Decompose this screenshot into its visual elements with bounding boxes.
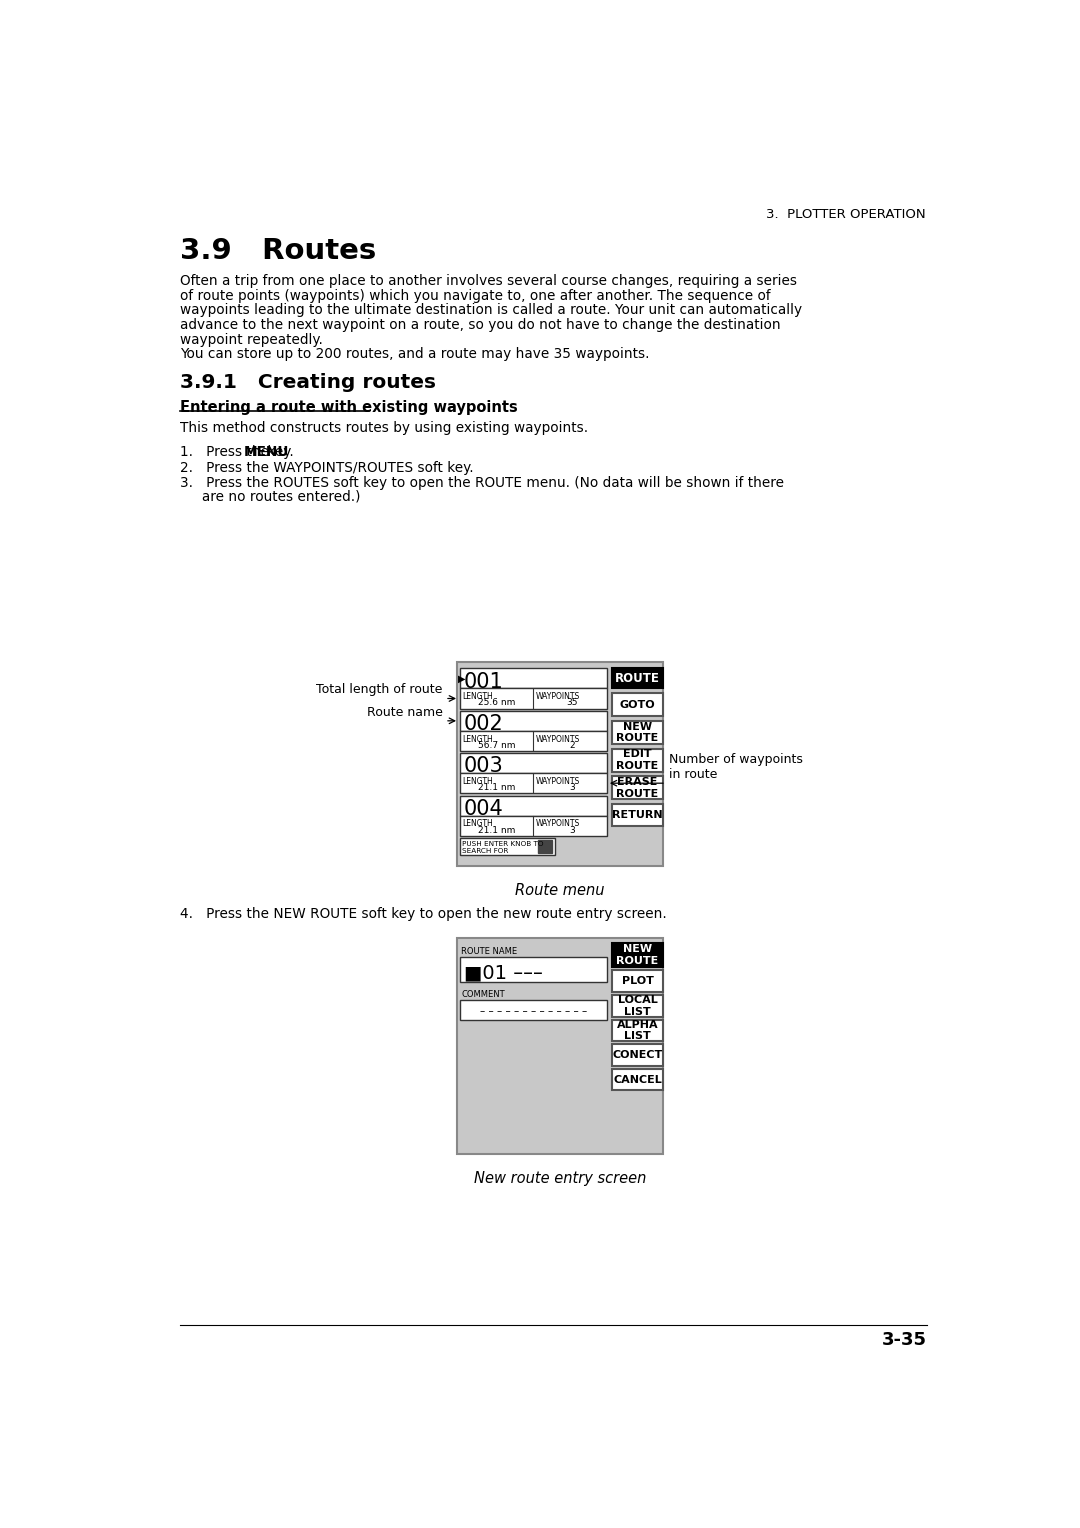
Text: 002: 002 xyxy=(463,714,503,733)
FancyBboxPatch shape xyxy=(612,995,663,1016)
FancyBboxPatch shape xyxy=(612,804,663,825)
Text: NEW
ROUTE: NEW ROUTE xyxy=(617,721,659,743)
Text: PLOT: PLOT xyxy=(622,976,653,986)
Text: EDIT
ROUTE: EDIT ROUTE xyxy=(617,749,659,772)
FancyBboxPatch shape xyxy=(538,840,552,853)
FancyBboxPatch shape xyxy=(460,816,607,836)
FancyBboxPatch shape xyxy=(612,668,663,689)
FancyBboxPatch shape xyxy=(460,689,607,709)
Text: ROUTE NAME: ROUTE NAME xyxy=(461,947,517,957)
Text: 25.6 nm: 25.6 nm xyxy=(477,698,515,707)
Text: 3: 3 xyxy=(569,784,575,792)
Text: advance to the next waypoint on a route, so you do not have to change the destin: advance to the next waypoint on a route,… xyxy=(180,318,781,332)
Text: LENGTH: LENGTH xyxy=(462,692,492,701)
Text: Total length of route: Total length of route xyxy=(316,683,443,697)
Text: ■01 –––: ■01 ––– xyxy=(463,963,542,983)
Text: LENGTH: LENGTH xyxy=(462,735,492,744)
Text: GOTO: GOTO xyxy=(620,700,656,709)
Text: 4.   Press the NEW ROUTE soft key to open the new route entry screen.: 4. Press the NEW ROUTE soft key to open … xyxy=(180,908,666,921)
Text: RETURN: RETURN xyxy=(612,810,663,819)
FancyBboxPatch shape xyxy=(612,1044,663,1067)
Text: key.: key. xyxy=(264,445,294,458)
Text: 003: 003 xyxy=(463,756,503,776)
Text: COMMENT: COMMENT xyxy=(461,990,505,999)
Text: LENGTH: LENGTH xyxy=(462,819,492,828)
Text: ERASE
ROUTE: ERASE ROUTE xyxy=(617,778,659,799)
Text: CONECT: CONECT xyxy=(612,1050,663,1060)
Text: 2: 2 xyxy=(569,741,575,750)
FancyBboxPatch shape xyxy=(612,970,663,992)
FancyBboxPatch shape xyxy=(612,694,663,717)
FancyBboxPatch shape xyxy=(460,837,555,854)
Text: WAYPOINTS: WAYPOINTS xyxy=(536,735,580,744)
Text: 3-35: 3-35 xyxy=(882,1331,927,1349)
Text: ALPHA
LIST: ALPHA LIST xyxy=(617,1019,659,1041)
FancyBboxPatch shape xyxy=(460,999,607,1019)
FancyBboxPatch shape xyxy=(612,943,663,967)
Text: 21.1 nm: 21.1 nm xyxy=(477,784,515,792)
FancyBboxPatch shape xyxy=(612,721,663,744)
Text: 2.   Press the WAYPOINTS/ROUTES soft key.: 2. Press the WAYPOINTS/ROUTES soft key. xyxy=(180,460,473,475)
Text: of route points (waypoints) which you navigate to, one after another. The sequen: of route points (waypoints) which you na… xyxy=(180,289,770,303)
Text: Route name: Route name xyxy=(367,706,443,718)
Text: WAYPOINTS: WAYPOINTS xyxy=(536,778,580,785)
Text: ROUTE: ROUTE xyxy=(616,672,660,685)
FancyBboxPatch shape xyxy=(460,711,607,730)
FancyBboxPatch shape xyxy=(460,773,607,793)
Text: 3.9   Routes: 3.9 Routes xyxy=(180,237,376,266)
Text: LENGTH: LENGTH xyxy=(462,778,492,785)
Text: waypoints leading to the ultimate destination is called a route. Your unit can a: waypoints leading to the ultimate destin… xyxy=(180,304,802,318)
Text: This method constructs routes by using existing waypoints.: This method constructs routes by using e… xyxy=(180,420,589,434)
Text: are no routes entered.): are no routes entered.) xyxy=(180,490,361,504)
FancyBboxPatch shape xyxy=(612,1019,663,1041)
Text: You can store up to 200 routes, and a route may have 35 waypoints.: You can store up to 200 routes, and a ro… xyxy=(180,347,649,361)
Text: 35: 35 xyxy=(566,698,578,707)
Text: SEARCH FOR: SEARCH FOR xyxy=(462,848,509,854)
Text: Route menu: Route menu xyxy=(515,883,605,897)
Text: 001: 001 xyxy=(463,671,503,692)
Text: Number of waypoints
in route: Number of waypoints in route xyxy=(669,753,802,781)
FancyBboxPatch shape xyxy=(460,957,607,983)
Text: Entering a route with existing waypoints: Entering a route with existing waypoints xyxy=(180,400,517,416)
Text: 3.   Press the ROUTES soft key to open the ROUTE menu. (No data will be shown if: 3. Press the ROUTES soft key to open the… xyxy=(180,475,784,490)
FancyBboxPatch shape xyxy=(460,730,607,750)
FancyBboxPatch shape xyxy=(612,1070,663,1091)
FancyBboxPatch shape xyxy=(457,938,663,1154)
Text: WAYPOINTS: WAYPOINTS xyxy=(536,692,580,701)
Text: MENU: MENU xyxy=(244,445,289,458)
Text: New route entry screen: New route entry screen xyxy=(473,1170,646,1186)
Text: 004: 004 xyxy=(463,799,503,819)
Text: CANCEL: CANCEL xyxy=(613,1074,662,1085)
FancyBboxPatch shape xyxy=(460,796,607,816)
Text: 56.7 nm: 56.7 nm xyxy=(477,741,515,750)
Text: LOCAL
LIST: LOCAL LIST xyxy=(618,995,658,1016)
Text: waypoint repeatedly.: waypoint repeatedly. xyxy=(180,333,323,347)
Text: PUSH ENTER KNOB TO: PUSH ENTER KNOB TO xyxy=(462,840,543,847)
Text: – – – – – – – – – – – – –: – – – – – – – – – – – – – xyxy=(480,1007,586,1016)
Text: ▶: ▶ xyxy=(458,674,465,683)
Text: WAYPOINTS: WAYPOINTS xyxy=(536,819,580,828)
FancyBboxPatch shape xyxy=(612,749,663,772)
FancyBboxPatch shape xyxy=(612,776,663,799)
Text: 3: 3 xyxy=(569,825,575,834)
Text: 21.1 nm: 21.1 nm xyxy=(477,825,515,834)
Text: NEW
ROUTE: NEW ROUTE xyxy=(617,944,659,966)
FancyBboxPatch shape xyxy=(460,753,607,773)
FancyBboxPatch shape xyxy=(460,668,607,689)
Text: 3.9.1   Creating routes: 3.9.1 Creating routes xyxy=(180,373,436,391)
Text: 3.  PLOTTER OPERATION: 3. PLOTTER OPERATION xyxy=(766,208,926,222)
FancyBboxPatch shape xyxy=(457,662,663,865)
Text: 1.   Press the: 1. Press the xyxy=(180,445,273,458)
Text: Often a trip from one place to another involves several course changes, requirin: Often a trip from one place to another i… xyxy=(180,274,797,289)
